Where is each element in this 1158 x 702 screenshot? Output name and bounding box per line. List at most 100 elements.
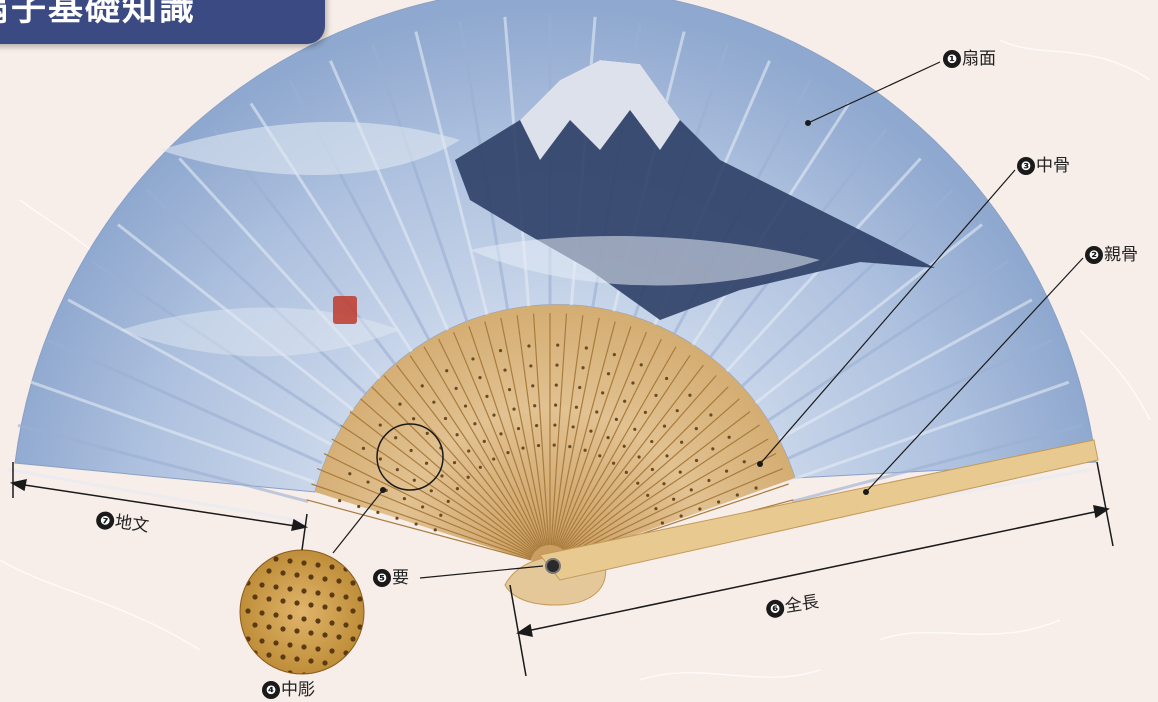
carving-hole — [709, 413, 713, 417]
carving-hole — [366, 480, 370, 484]
carving-hole — [660, 521, 665, 525]
rib-line — [561, 364, 704, 550]
carving-hole — [420, 384, 424, 388]
rib-line — [550, 313, 568, 546]
carving-hole — [672, 497, 676, 501]
carving-hole — [724, 469, 729, 473]
rib-line — [566, 424, 760, 555]
zoom-carving-hole — [364, 610, 369, 615]
carving-hole — [601, 391, 605, 395]
carving-hole — [639, 363, 643, 367]
rib-line — [532, 313, 550, 546]
pleat-fold — [777, 338, 1053, 465]
carving-hole — [611, 461, 616, 465]
rib-line — [371, 386, 537, 552]
carving-hole — [735, 493, 739, 497]
zoom-carving-hole — [329, 648, 335, 654]
rib-line — [565, 411, 751, 554]
carving-hole — [654, 507, 658, 511]
zoom-carving-hole — [308, 658, 314, 664]
zoom-carving-hole — [364, 582, 369, 587]
carving-hole — [402, 497, 407, 501]
carving-hole — [727, 435, 731, 439]
zoom-carving-hole — [252, 594, 258, 600]
zoom-carving-hole — [294, 656, 300, 662]
carving-hole — [578, 385, 582, 390]
zoom-carving-hole — [315, 562, 321, 568]
zoom-carving-hole — [336, 634, 342, 640]
zoom-carving-hole — [301, 560, 307, 566]
pleat-fold — [30, 380, 315, 484]
carving-hole — [689, 488, 693, 492]
zoom-carving-hole — [357, 568, 363, 574]
zoom-carving-hole — [322, 604, 328, 610]
rib-line — [516, 315, 548, 546]
zoom-carving-hole — [343, 594, 349, 600]
zoom-carving-hole — [280, 654, 286, 660]
zoom-carving-hole — [280, 626, 286, 632]
zoom-carving-hole — [343, 650, 349, 656]
rib-line — [554, 321, 616, 546]
carving-hole — [412, 417, 416, 421]
carving-hole — [478, 465, 482, 469]
zoom-carving-hole — [273, 556, 279, 562]
rib-line — [558, 338, 662, 548]
carving-hole — [643, 410, 647, 414]
zoom-carving-hole — [301, 672, 307, 674]
label-nakabori: ❹ 中彫 — [262, 680, 315, 700]
rib-line — [500, 317, 547, 546]
label-name: 要 — [392, 568, 409, 588]
carving-hole — [527, 344, 531, 348]
rib-line — [559, 346, 677, 548]
zoom-carving-hole — [364, 666, 369, 671]
carving-hole — [707, 478, 711, 483]
carving-hole — [675, 409, 679, 413]
pleat-fold — [785, 380, 1070, 484]
carving-hole — [662, 424, 667, 428]
carving-hole — [574, 405, 579, 409]
rivet-pin — [545, 558, 561, 574]
carving-hole — [717, 500, 721, 504]
rib-line — [564, 398, 740, 553]
zoom-carving-hole — [315, 674, 320, 679]
zoom-carving-hole — [364, 638, 369, 643]
zoom-carving-hole — [343, 678, 348, 683]
rib-line — [423, 346, 541, 548]
zoom-carving-hole — [357, 596, 363, 602]
carving-hole — [421, 505, 425, 509]
leader-lines — [332, 61, 1084, 579]
rib-line — [323, 453, 533, 557]
zoom-carving-hole — [357, 624, 363, 630]
zoom-carving-hole — [287, 642, 293, 648]
carving-hole — [507, 388, 512, 392]
zoom-carving-hole — [336, 606, 342, 612]
label-number: ❶ — [943, 50, 961, 68]
pleat-fold — [371, 43, 471, 329]
red-seal-stamp — [333, 296, 357, 324]
carving-hole — [348, 472, 352, 476]
rib-line — [383, 375, 538, 551]
zoom-carving-hole — [322, 576, 328, 582]
carving-hole — [414, 522, 418, 526]
zoom-carving-hole — [266, 596, 272, 602]
pleat-fold — [757, 259, 1010, 429]
leader-dots — [380, 120, 869, 495]
pleat-fold — [17, 423, 309, 503]
rib-line — [360, 398, 536, 553]
rib-line — [484, 321, 546, 546]
zoom-carving-hole — [315, 646, 321, 652]
rib-line — [553, 317, 600, 546]
rib-line — [468, 326, 545, 547]
carving-hole — [471, 357, 475, 361]
pleat-fold — [791, 423, 1083, 503]
carving-hole — [680, 440, 684, 444]
pleat-fold — [745, 223, 983, 412]
zoom-carving-hole — [259, 638, 265, 644]
label-name: 中骨 — [1036, 156, 1070, 176]
zoom-carving-hole — [252, 622, 258, 628]
zoom-carving-hole — [308, 574, 314, 580]
zoom-carving-hole — [308, 602, 314, 608]
zoom-carving-hole — [329, 620, 335, 626]
pleat-fold — [47, 338, 323, 465]
carving-hole — [357, 504, 361, 509]
